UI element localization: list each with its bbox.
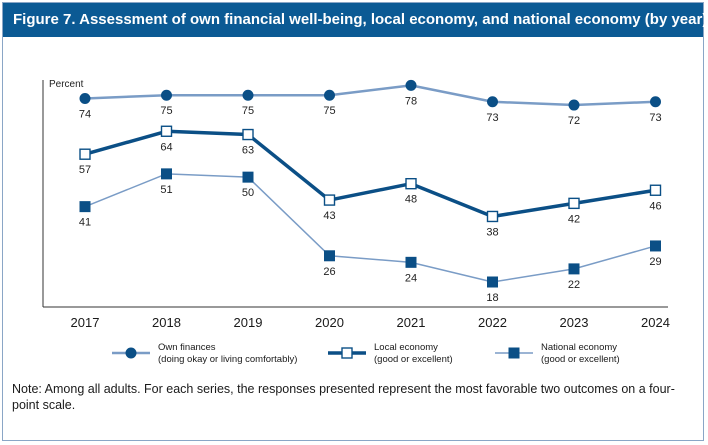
series-1-label-2021: 48 (405, 194, 417, 206)
series-line-0 (84, 84, 656, 107)
legend-sublabel-2: (good or excellent) (541, 354, 620, 365)
series-2-label-2024: 29 (649, 256, 661, 268)
series-2-label-2019: 50 (242, 187, 254, 199)
legend-label-1: Local economy (374, 342, 438, 353)
legend-label-2: National economy (541, 342, 617, 353)
series-0-label-2023: 72 (568, 115, 580, 127)
series-2-point-2018 (161, 168, 172, 180)
series-2-label-2020: 26 (323, 266, 335, 278)
series-2-point-2021 (405, 256, 417, 268)
series-2-point-2019 (242, 171, 254, 183)
series-0-label-2022: 73 (486, 112, 498, 124)
series-line-1 (84, 129, 656, 219)
series-1-label-2024: 46 (649, 200, 661, 212)
legend-swatch-marker-2 (508, 347, 520, 359)
x-tick-label-2022: 2022 (478, 315, 507, 330)
chart-data-labels: 74 75 75 75 78 73 72 73 57 64 63 43 48 38 42 46 41 51 50 26… (79, 95, 662, 304)
chart-axes: Percent 2017 2018 2019 2020 2021 2022 2023 2024 (42, 79, 670, 330)
series-1-point-2022 (486, 210, 499, 223)
series-0-label-2024: 73 (649, 112, 661, 124)
series-0-point-2019 (242, 89, 254, 101)
series-0-point-2022 (487, 96, 498, 108)
x-tick-label-2023: 2023 (560, 315, 589, 330)
series-0-point-2024 (650, 96, 661, 108)
legend-swatch-marker-1 (341, 347, 353, 359)
series-line-2 (84, 173, 656, 283)
series-0-label-2018: 75 (160, 105, 172, 117)
series-2-point-2024 (650, 240, 661, 252)
x-tick-label-2019: 2019 (234, 315, 263, 330)
series-1-point-2019 (242, 128, 254, 141)
series-2-label-2021: 24 (405, 272, 417, 284)
legend-sublabel-0: (doing okay or living comfortably) (158, 354, 297, 365)
legend-swatch-marker-0 (125, 347, 137, 359)
series-2-label-2023: 22 (568, 279, 580, 291)
series-2-point-2020 (324, 250, 335, 262)
figure-title-bar: Figure 7. Assessment of own financial we… (3, 3, 707, 37)
series-0-label-2019: 75 (242, 105, 254, 117)
series-2-point-2022 (487, 276, 498, 288)
series-1-label-2022: 38 (486, 226, 498, 238)
figure-title: Figure 7. Assessment of own financial we… (13, 11, 708, 28)
series-1-point-2020 (323, 194, 336, 206)
series-0-point-2018 (161, 89, 172, 101)
chart-markers (79, 79, 662, 288)
series-2-label-2022: 18 (486, 292, 498, 304)
figure-note: Note: Among all adults. For each series,… (12, 382, 675, 412)
series-1-point-2021 (405, 177, 417, 190)
legend-sublabel-1: (good or excellent) (374, 354, 453, 365)
y-axis-label: Percent (49, 79, 84, 90)
chart-legend: Own finances(doing okay or living comfor… (112, 342, 620, 365)
series-1-point-2018 (160, 125, 173, 137)
series-2-point-2017 (79, 201, 91, 213)
series-1-point-2024 (649, 184, 662, 196)
series-2-point-2023 (568, 263, 580, 275)
series-0-label-2020: 75 (323, 105, 335, 117)
x-tick-label-2021: 2021 (397, 315, 426, 330)
legend-label-0: Own finances (158, 342, 216, 353)
series-0-point-2021 (405, 79, 417, 91)
series-1-label-2018: 64 (160, 141, 172, 153)
series-1-label-2019: 63 (242, 145, 254, 157)
series-0-label-2017: 74 (79, 109, 91, 121)
series-0-point-2017 (79, 93, 91, 104)
x-tick-label-2017: 2017 (71, 315, 100, 330)
x-tick-label-2020: 2020 (315, 315, 344, 330)
series-1-label-2023: 42 (568, 213, 580, 225)
series-2-label-2018: 51 (160, 184, 172, 196)
series-0-label-2021: 78 (405, 95, 417, 107)
x-tick-label-2018: 2018 (152, 315, 181, 330)
series-0-point-2023 (568, 99, 580, 111)
series-1-label-2017: 57 (79, 164, 91, 176)
series-2-label-2017: 41 (79, 217, 91, 229)
series-1-point-2023 (568, 197, 580, 210)
chart-lines (84, 84, 656, 283)
series-1-point-2017 (79, 148, 91, 160)
series-0-point-2020 (324, 89, 335, 101)
series-1-label-2020: 43 (323, 210, 335, 222)
x-tick-label-2024: 2024 (641, 315, 670, 330)
